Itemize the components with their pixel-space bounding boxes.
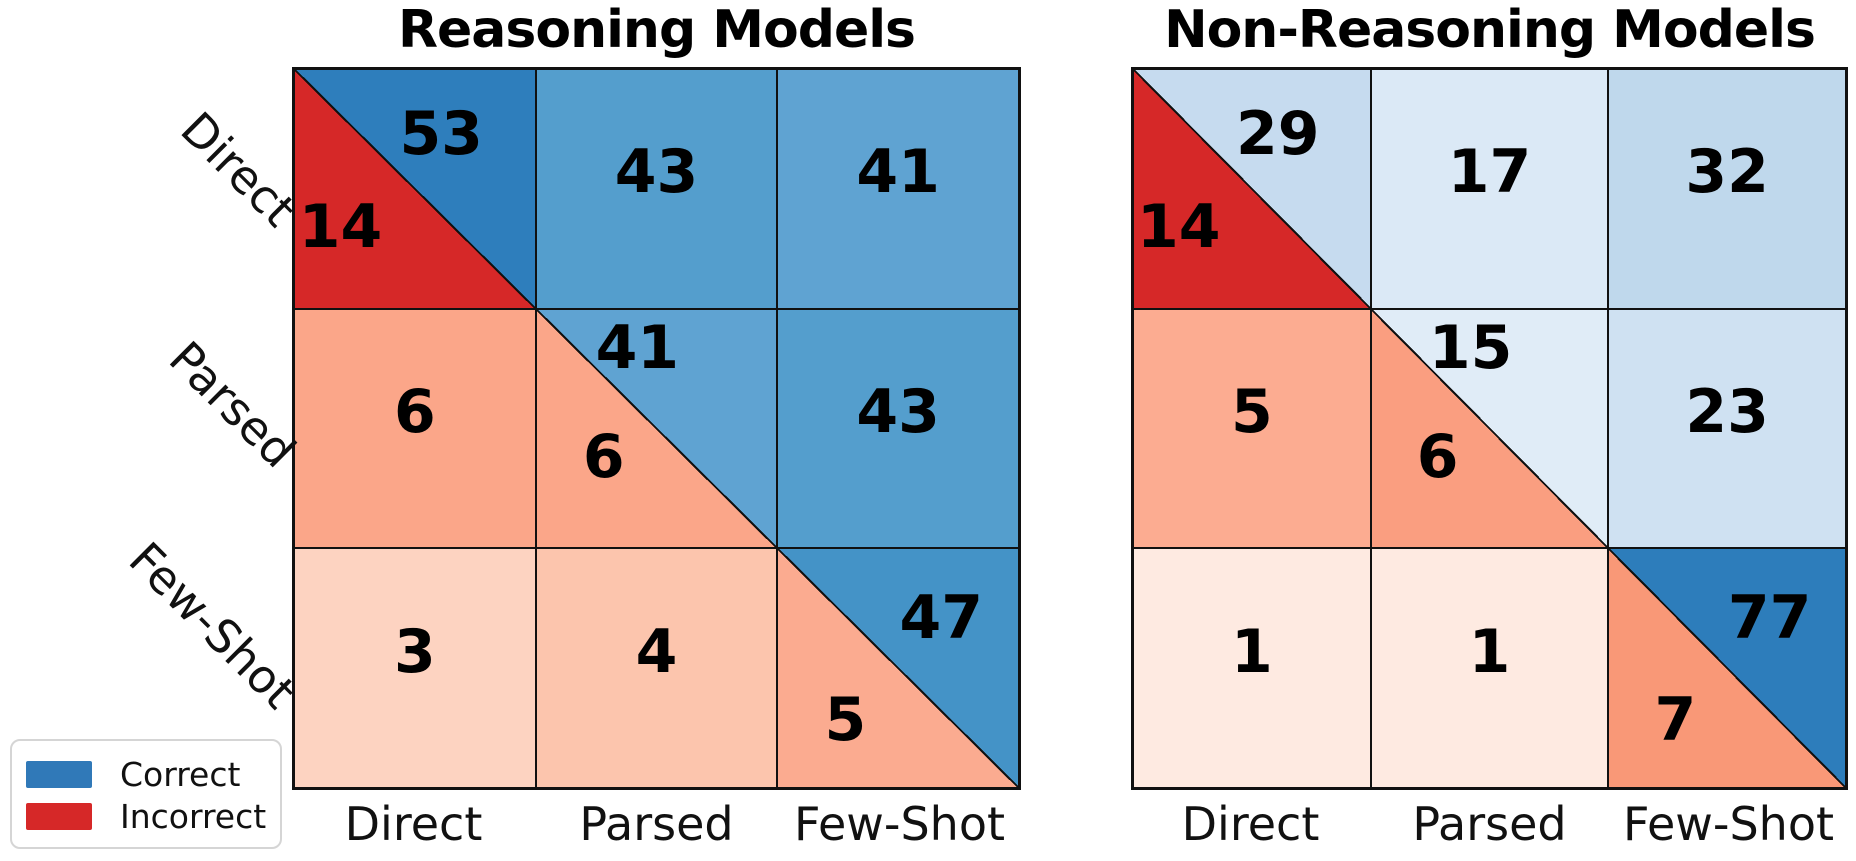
matrix-cell-few-shot-parsed: 4 <box>535 548 778 788</box>
legend-label-incorrect: Incorrect <box>120 796 267 836</box>
cell-count: 1 <box>1230 616 1273 687</box>
correct-swatch-icon <box>26 760 92 788</box>
cell-count: 43 <box>856 376 940 447</box>
cell-count: 32 <box>1685 137 1769 208</box>
incorrect-count: 14 <box>1137 191 1221 262</box>
matrix-cell-direct-direct: 53 14 <box>294 69 536 309</box>
incorrect-swatch-icon <box>26 802 92 830</box>
left-row-label-parsed: Parsed <box>158 330 307 479</box>
legend: Correct Incorrect <box>10 739 282 849</box>
matrix-cell-parsed-parsed: 15 6 <box>1370 308 1609 549</box>
correct-count: 77 <box>1727 583 1812 654</box>
incorrect-count: 5 <box>824 685 867 756</box>
right-col-label-parsed: Parsed <box>1412 797 1567 851</box>
cell-count: 23 <box>1685 376 1769 447</box>
matrix-cell-few-shot-parsed: 1 <box>1370 548 1609 788</box>
left-col-label-few-shot: Few-Shot <box>794 797 1005 851</box>
correct-count: 29 <box>1236 99 1320 170</box>
matrix-cell-parsed-few-shot: 23 <box>1608 308 1846 549</box>
left-col-label-direct: Direct <box>344 797 483 851</box>
cell-count: 3 <box>393 616 436 687</box>
right-matrix: 29 14 17 32 5 15 6 23 1 1 77 7 <box>1131 67 1848 790</box>
matrix-cell-direct-few-shot: 41 <box>777 69 1019 309</box>
left-row-label-few-shot: Few-Shot <box>118 531 307 720</box>
cell-count: 41 <box>856 137 940 208</box>
cell-count: 17 <box>1447 137 1532 208</box>
left-chart-title: Reasoning Models <box>398 0 916 60</box>
matrix-cell-parsed-few-shot: 43 <box>777 308 1019 549</box>
matrix-cell-direct-direct: 29 14 <box>1133 69 1371 309</box>
matrix-cell-parsed-direct: 6 <box>294 308 536 549</box>
matrix-cell-few-shot-direct: 3 <box>294 548 536 788</box>
matrix-cell-parsed-direct: 5 <box>1133 308 1371 549</box>
matrix-cell-direct-parsed: 43 <box>535 69 778 309</box>
left-row-label-direct: Direct <box>170 101 307 238</box>
cell-count: 6 <box>393 376 436 447</box>
right-chart-title: Non-Reasoning Models <box>1164 0 1816 60</box>
matrix-cell-few-shot-few-shot: 47 5 <box>777 548 1019 788</box>
matrix-cell-few-shot-direct: 1 <box>1133 548 1371 788</box>
legend-label-correct: Correct <box>120 754 241 794</box>
incorrect-count: 14 <box>298 191 383 262</box>
incorrect-count: 6 <box>1416 422 1459 492</box>
left-col-label-parsed: Parsed <box>579 797 734 851</box>
right-col-label-few-shot: Few-Shot <box>1623 797 1834 851</box>
legend-item-correct: Correct <box>26 753 280 795</box>
cell-count: 4 <box>635 616 678 687</box>
legend-item-incorrect: Incorrect <box>26 795 280 837</box>
cell-count: 43 <box>614 137 699 208</box>
matrix-cell-direct-parsed: 17 <box>1370 69 1609 309</box>
matrix-cell-parsed-parsed: 41 6 <box>535 308 778 549</box>
matrix-cell-few-shot-few-shot: 77 7 <box>1608 548 1846 788</box>
right-col-label-direct: Direct <box>1181 797 1320 851</box>
correct-count: 41 <box>595 312 680 383</box>
correct-count: 15 <box>1428 312 1513 383</box>
left-matrix: 53 14 43 41 6 41 6 43 3 4 47 5 <box>292 67 1021 790</box>
cell-count: 5 <box>1230 376 1273 447</box>
incorrect-count: 7 <box>1654 685 1697 756</box>
correct-count: 53 <box>399 99 483 170</box>
incorrect-count: 6 <box>582 422 625 492</box>
matrix-cell-direct-few-shot: 32 <box>1608 69 1846 309</box>
cell-count: 1 <box>1468 616 1511 687</box>
correct-count: 47 <box>899 583 984 654</box>
